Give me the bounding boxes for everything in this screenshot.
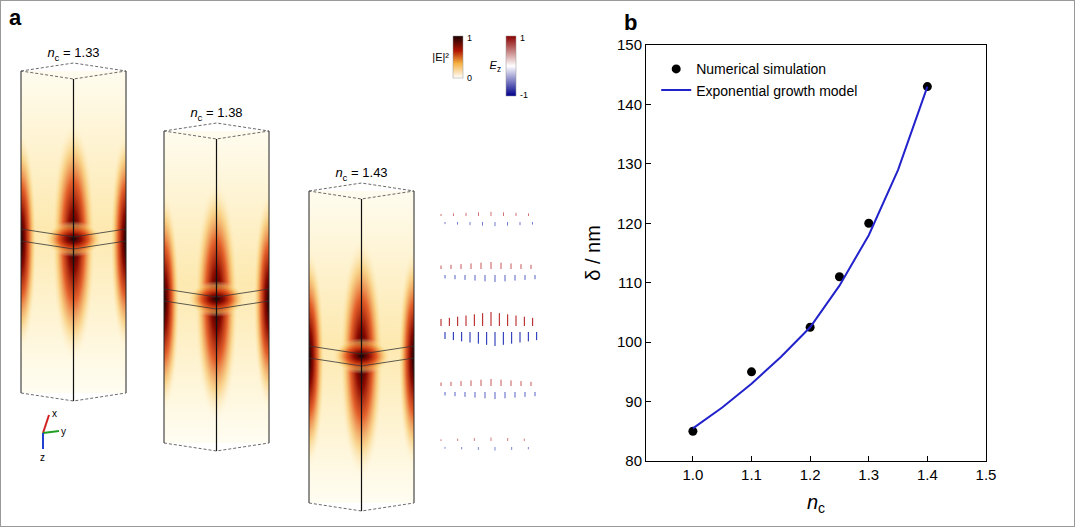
svg-text:Ez: Ez xyxy=(490,59,501,74)
svg-text:120: 120 xyxy=(617,215,642,232)
svg-text:80: 80 xyxy=(625,452,642,469)
svg-text:140: 140 xyxy=(617,96,642,113)
svg-text:1: 1 xyxy=(467,33,472,43)
svg-text:Numerical simulation: Numerical simulation xyxy=(696,61,826,77)
svg-text:1.0: 1.0 xyxy=(682,466,703,483)
svg-text:1.2: 1.2 xyxy=(800,466,821,483)
svg-text:y: y xyxy=(61,426,66,437)
svg-text:a: a xyxy=(9,5,22,30)
svg-text:z: z xyxy=(40,452,45,463)
svg-text:90: 90 xyxy=(625,393,642,410)
svg-text:110: 110 xyxy=(618,274,642,291)
svg-text:|E|²: |E|² xyxy=(432,51,449,63)
svg-text:1.4: 1.4 xyxy=(917,466,938,483)
svg-text:nc = 1.43: nc = 1.43 xyxy=(335,165,387,183)
svg-text:x: x xyxy=(52,408,57,419)
svg-text:100: 100 xyxy=(617,333,642,350)
svg-text:1.3: 1.3 xyxy=(858,466,879,483)
svg-text:n​c​: n​c​ xyxy=(807,491,825,516)
svg-text:b: b xyxy=(624,10,637,35)
svg-text:Exponential growth model: Exponential growth model xyxy=(696,83,857,99)
svg-text:1.5: 1.5 xyxy=(976,466,997,483)
svg-text:0: 0 xyxy=(467,73,472,83)
svg-text:-1: -1 xyxy=(520,90,528,100)
svg-text:nc = 1.33: nc = 1.33 xyxy=(47,45,99,63)
svg-text:1: 1 xyxy=(520,33,525,43)
svg-text:150: 150 xyxy=(617,36,642,53)
svg-text:1.1: 1.1 xyxy=(741,466,762,483)
svg-text:130: 130 xyxy=(617,155,642,172)
svg-text:nc = 1.38: nc = 1.38 xyxy=(190,105,242,123)
svg-text:δ / nm: δ / nm xyxy=(582,225,604,281)
